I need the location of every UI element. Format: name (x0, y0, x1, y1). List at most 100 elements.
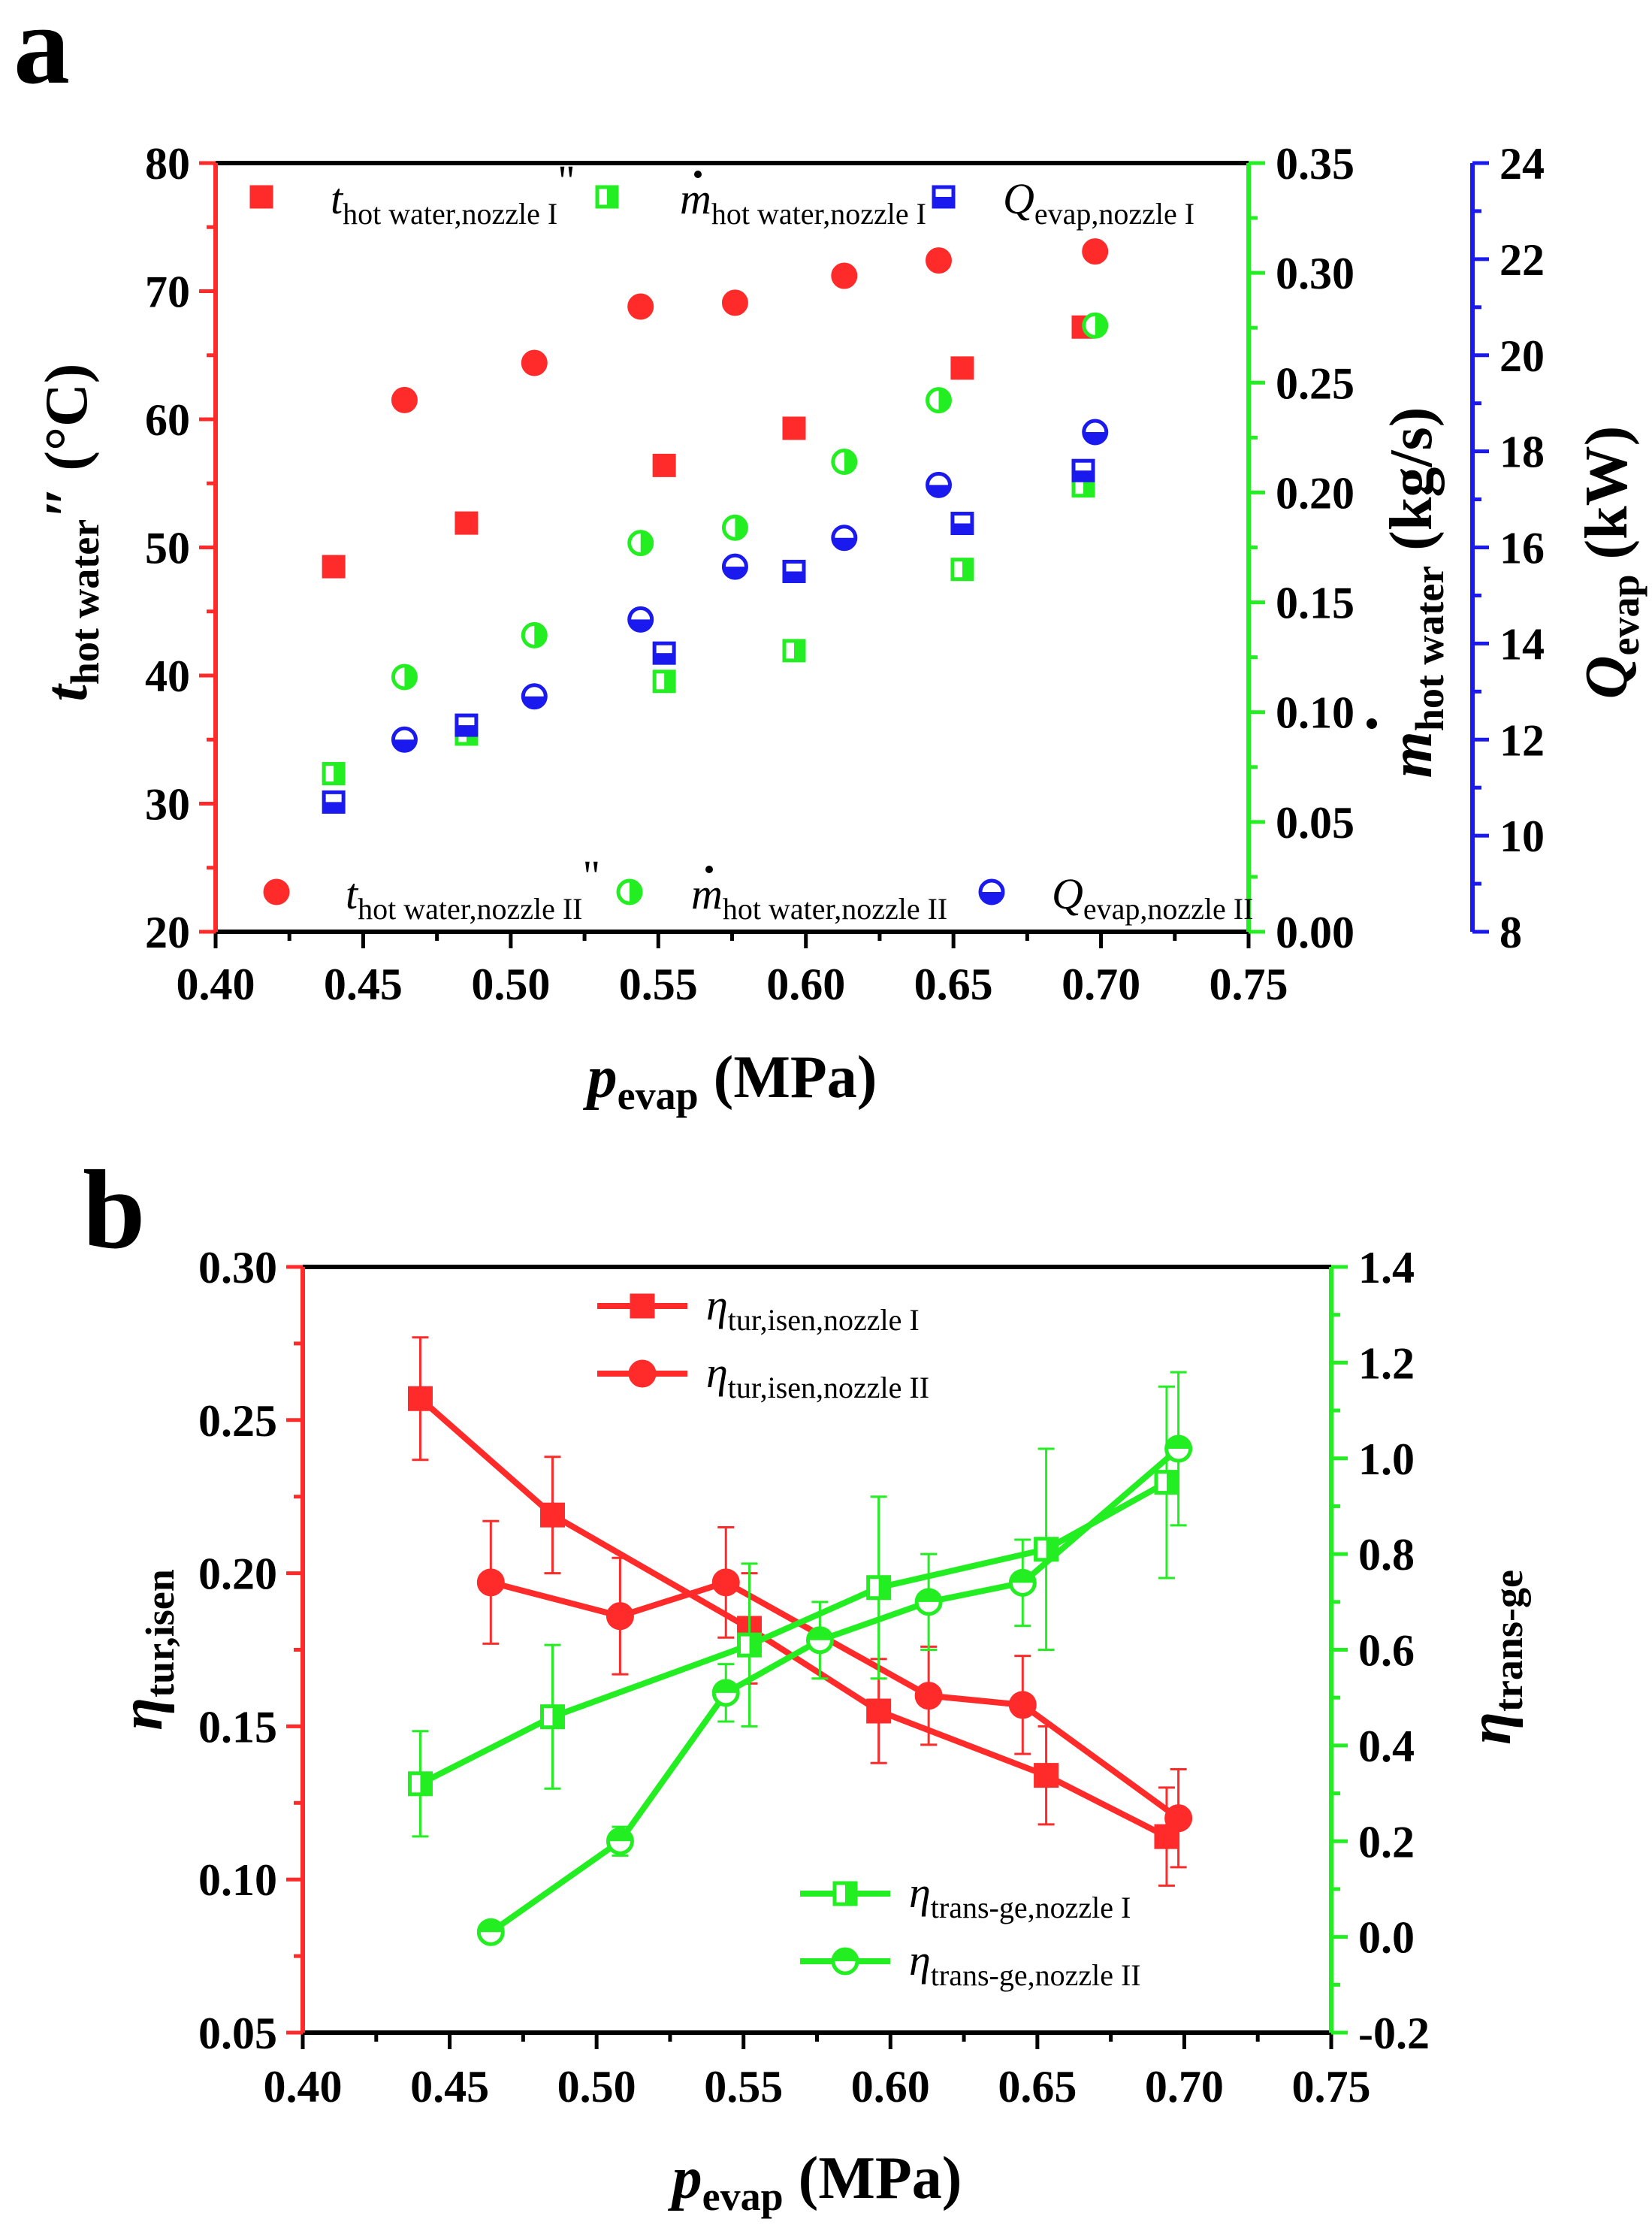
data-point (782, 416, 806, 440)
y-left-label-main: η (109, 1697, 175, 1731)
legend-sub: trans-ge,nozzle I (931, 1891, 1131, 1924)
legend-main: Q (1003, 174, 1034, 223)
data-point (539, 1704, 565, 1730)
x-label-main: p (668, 2145, 702, 2211)
legend-marker (628, 1359, 657, 1388)
data-point (1164, 1434, 1193, 1463)
x-tick-label: 0.40 (177, 960, 255, 1009)
data-point (721, 514, 748, 541)
data-point (926, 247, 952, 274)
y-left-label-sub: tur,isen (137, 1569, 183, 1697)
data-point (391, 726, 418, 753)
data-point (782, 639, 806, 663)
legend-marker (249, 185, 273, 209)
legend-label: ηtur,isen,nozzle II (706, 1348, 929, 1404)
y-right-tick-label: 0.10 (1276, 688, 1355, 738)
legend-sub: hot water,nozzle I (343, 197, 557, 231)
legend-label: thot water,nozzle I" (331, 156, 575, 231)
y-right-tick-label: 0.35 (1276, 139, 1355, 189)
legend-marker (263, 878, 290, 905)
legend-main: Q (1052, 869, 1083, 918)
y-left-label-mark: ″ (34, 486, 100, 519)
x-tick-label: 0.50 (471, 960, 550, 1009)
data-point (652, 453, 676, 477)
y-q-tick-label: 12 (1499, 715, 1545, 765)
y-right-tick-label: 1.0 (1358, 1434, 1415, 1484)
data-point (782, 559, 806, 583)
x-tick-label: 0.40 (264, 2062, 343, 2112)
data-point (950, 512, 974, 536)
y-right-tick-label: 0.05 (1276, 798, 1355, 848)
legend-sub: tur,isen,nozzle I (728, 1303, 920, 1337)
legend-sub: hot water,nozzle I (711, 197, 926, 231)
data-point (1008, 1691, 1037, 1719)
y-left-tick-label: 0.15 (198, 1702, 277, 1752)
y-right-tick-label: -0.2 (1358, 2009, 1430, 2058)
data-point (914, 1588, 943, 1616)
series-0 (322, 315, 1095, 579)
legend-marker (832, 1881, 858, 1906)
data-point (711, 1679, 740, 1707)
y-q-tick-label: 18 (1499, 428, 1545, 477)
legend-main: m (680, 174, 711, 223)
y-q-title-text: Qevap (kW) (1574, 426, 1647, 700)
y-right-label-sub: hot water (1407, 566, 1452, 731)
y-left-tick-label: 60 (145, 395, 190, 445)
y-right-label-unit: (kg/s) (1379, 407, 1445, 566)
y-left-tick-label: 0.05 (198, 2009, 277, 2058)
legend-marker (932, 185, 956, 209)
y-left-tick-label: 20 (145, 908, 190, 957)
data-point (455, 511, 479, 535)
data-point (1164, 1804, 1193, 1833)
data-point (866, 1575, 892, 1601)
y-left-tick-label: 0.20 (198, 1549, 277, 1599)
legend-item: Qevap,nozzle II (978, 869, 1253, 926)
data-point (926, 387, 952, 414)
mdot-overdot (1367, 718, 1377, 729)
y-q-tick-label: 16 (1499, 524, 1545, 573)
y-left-tick-label: 0.30 (198, 1243, 277, 1292)
y-q-tick-label: 10 (1499, 812, 1545, 861)
data-point (1154, 1470, 1179, 1495)
y-right-tick-label: 0.2 (1358, 1817, 1415, 1867)
series-4 (322, 458, 1095, 814)
series-line (418, 1396, 1168, 1840)
series-3 (476, 1371, 1193, 1946)
x-label-sub: evap (702, 2174, 784, 2219)
y-q-label-unit: (kW) (1574, 426, 1640, 575)
series-1 (391, 238, 1109, 413)
legend-overdot (694, 171, 702, 178)
series-2 (407, 1385, 1179, 1838)
data-point (627, 530, 654, 557)
y-right-title: ηtrans-ge (1457, 1570, 1531, 1745)
legend-main: η (909, 1868, 931, 1917)
data-point (721, 553, 748, 580)
legend-overdot (705, 866, 713, 873)
data-point (521, 683, 548, 710)
x-axis-title: pevap (MPa) (583, 1044, 877, 1118)
y-left-label-sub: hot water (62, 519, 107, 685)
legend-item: ηtur,isen,nozzle I (597, 1280, 920, 1337)
y-right-label-sub: trans-ge (1486, 1570, 1531, 1712)
x-axis-title: pevap (MPa) (668, 2145, 962, 2219)
x-tick-label: 0.55 (619, 960, 698, 1009)
legend-sub: trans-ge,nozzle II (931, 1958, 1141, 1992)
legend-item: mhot water,nozzle I (595, 171, 926, 231)
y-left-title: ηtur,isen (109, 1569, 183, 1730)
data-point (926, 471, 952, 498)
x-tick-label: 0.60 (766, 960, 845, 1009)
x-tick-label: 0.65 (914, 960, 993, 1009)
data-point (407, 1771, 433, 1797)
legend-label: thot water,nozzle II" (346, 851, 600, 926)
data-point (1008, 1568, 1037, 1597)
legend-item: ηtrans-ge,nozzle II (800, 1936, 1141, 1992)
data-point (1082, 419, 1109, 446)
y-left-tick-label: 30 (145, 780, 190, 830)
x-label-unit: (MPa) (784, 2145, 962, 2211)
x-tick-label: 0.50 (557, 2062, 636, 2112)
data-point (455, 713, 479, 737)
legend-label: mhot water,nozzle II (691, 869, 947, 926)
legend-label: Qevap,nozzle I (1003, 174, 1194, 231)
y-q-tick-label: 20 (1499, 331, 1545, 381)
y-right-label-main: m (1379, 731, 1445, 778)
